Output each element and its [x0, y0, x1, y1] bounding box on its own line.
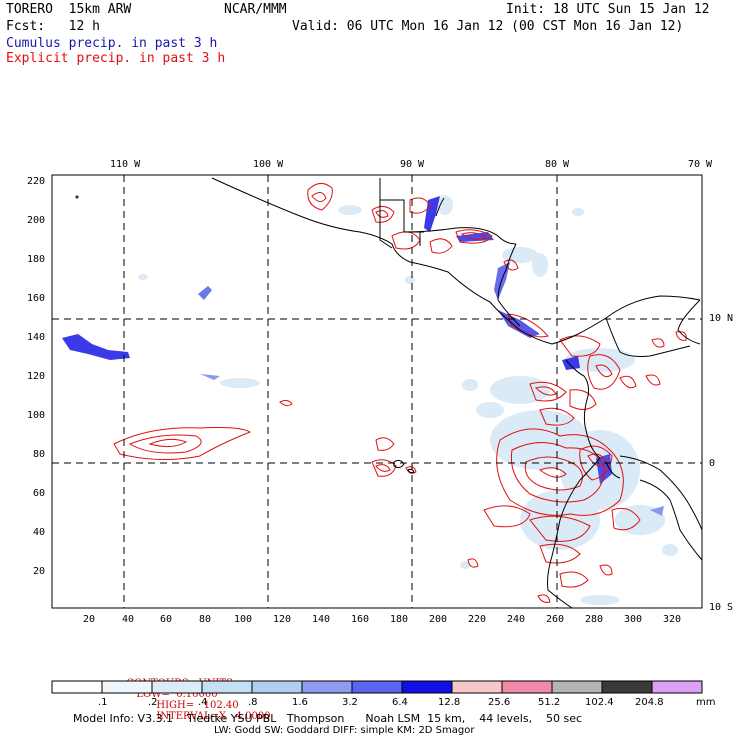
x-tick: 160: [351, 614, 370, 625]
model-physics: LW: Godd SW: Goddard DIFF: simple KM: 2D…: [214, 725, 475, 736]
lon-label-90w: 90 W: [400, 159, 425, 170]
x-tick: 100: [234, 614, 253, 625]
explicit-legend: Explicit precip. in past 3 h: [6, 51, 226, 66]
legend-label: 204.8: [635, 697, 664, 708]
x-tick: 80: [199, 614, 212, 625]
lon-label-110w: 110 W: [110, 159, 141, 170]
forecast-hour: Fcst: 12 h: [6, 19, 100, 34]
color-bar-swatch: [601, 680, 653, 694]
legend-unit: mm: [696, 697, 716, 708]
y-tick: 20: [33, 566, 46, 577]
coastlines: [211, 177, 703, 609]
y-tick: 160: [27, 293, 46, 304]
lat-label-10n: 10 N: [709, 313, 734, 324]
y-tick: 200: [27, 215, 46, 226]
color-bar-swatch: [201, 680, 253, 694]
legend-label: 3.2: [342, 697, 358, 708]
color-bar-swatch: [101, 680, 153, 694]
valid-time: Valid: 06 UTC Mon 16 Jan 12 (00 CST Mon …: [292, 19, 684, 34]
legend-label: 12.8: [438, 697, 461, 708]
lon-label-100w: 100 W: [253, 159, 284, 170]
cumulus-legend: Cumulus precip. in past 3 h: [6, 36, 218, 51]
legend-label: .2: [148, 697, 158, 708]
color-bar-swatch: [251, 680, 303, 694]
x-tick: 180: [390, 614, 409, 625]
color-bar-swatch: [551, 680, 603, 694]
lat-label-10s: 10 S: [709, 602, 734, 613]
x-tick: 20: [83, 614, 96, 625]
legend-label: 25.6: [488, 697, 511, 708]
x-tick: 60: [160, 614, 173, 625]
contour-low: LOW= 0.10000: [136, 689, 218, 700]
y-tick: 80: [33, 449, 46, 460]
x-tick: 300: [624, 614, 643, 625]
legend-label: 6.4: [392, 697, 408, 708]
galapagos-islands: [75, 195, 415, 474]
x-tick: 240: [507, 614, 526, 625]
legend-label: .1: [98, 697, 108, 708]
y-tick: 120: [27, 371, 46, 382]
model-title: TORERO 15km ARW: [6, 2, 132, 17]
legend-label: 51.2: [538, 697, 561, 708]
init-time: Init: 18 UTC Sun 15 Jan 12: [506, 2, 710, 17]
model-info: Model Info: V3.3.1 Tiedtke YSU PBL Thomp…: [73, 712, 583, 725]
color-bar-swatch: [651, 680, 703, 694]
x-tick: 120: [273, 614, 292, 625]
legend-label: 1.6: [292, 697, 308, 708]
lat-lon-grid: [52, 175, 702, 608]
y-tick: 220: [27, 176, 46, 187]
legend-label: .4: [198, 697, 208, 708]
x-tick: 320: [663, 614, 682, 625]
lat-label-0: 0: [709, 458, 716, 469]
lon-label-80w: 80 W: [545, 159, 570, 170]
color-bar-swatch: [301, 680, 353, 694]
legend-label: .8: [248, 697, 258, 708]
x-tick: 260: [546, 614, 565, 625]
org-label: NCAR/MMM: [224, 2, 287, 17]
x-tick: 200: [429, 614, 448, 625]
color-bar-swatch: [51, 680, 103, 694]
color-bar-swatch: [451, 680, 503, 694]
y-tick: 140: [27, 332, 46, 343]
color-bar-swatch: [351, 680, 403, 694]
color-bar-swatch: [501, 680, 553, 694]
y-tick: 60: [33, 488, 46, 499]
x-tick: 140: [312, 614, 331, 625]
contour-high: HIGH= 102.40: [156, 700, 239, 711]
explicit-precip-contours: [113, 183, 687, 603]
x-tick: 280: [585, 614, 604, 625]
y-tick: 100: [27, 410, 46, 421]
contour-interval: INTERVAL=X 4.0000: [156, 711, 271, 722]
legend-label: 102.4: [585, 697, 614, 708]
x-tick: 220: [468, 614, 487, 625]
y-tick: 40: [33, 527, 46, 538]
color-bar-swatch: [151, 680, 203, 694]
x-tick: 40: [122, 614, 135, 625]
lon-label-70w: 70 W: [688, 159, 713, 170]
y-tick: 180: [27, 254, 46, 265]
color-bar-swatch: [401, 680, 453, 694]
